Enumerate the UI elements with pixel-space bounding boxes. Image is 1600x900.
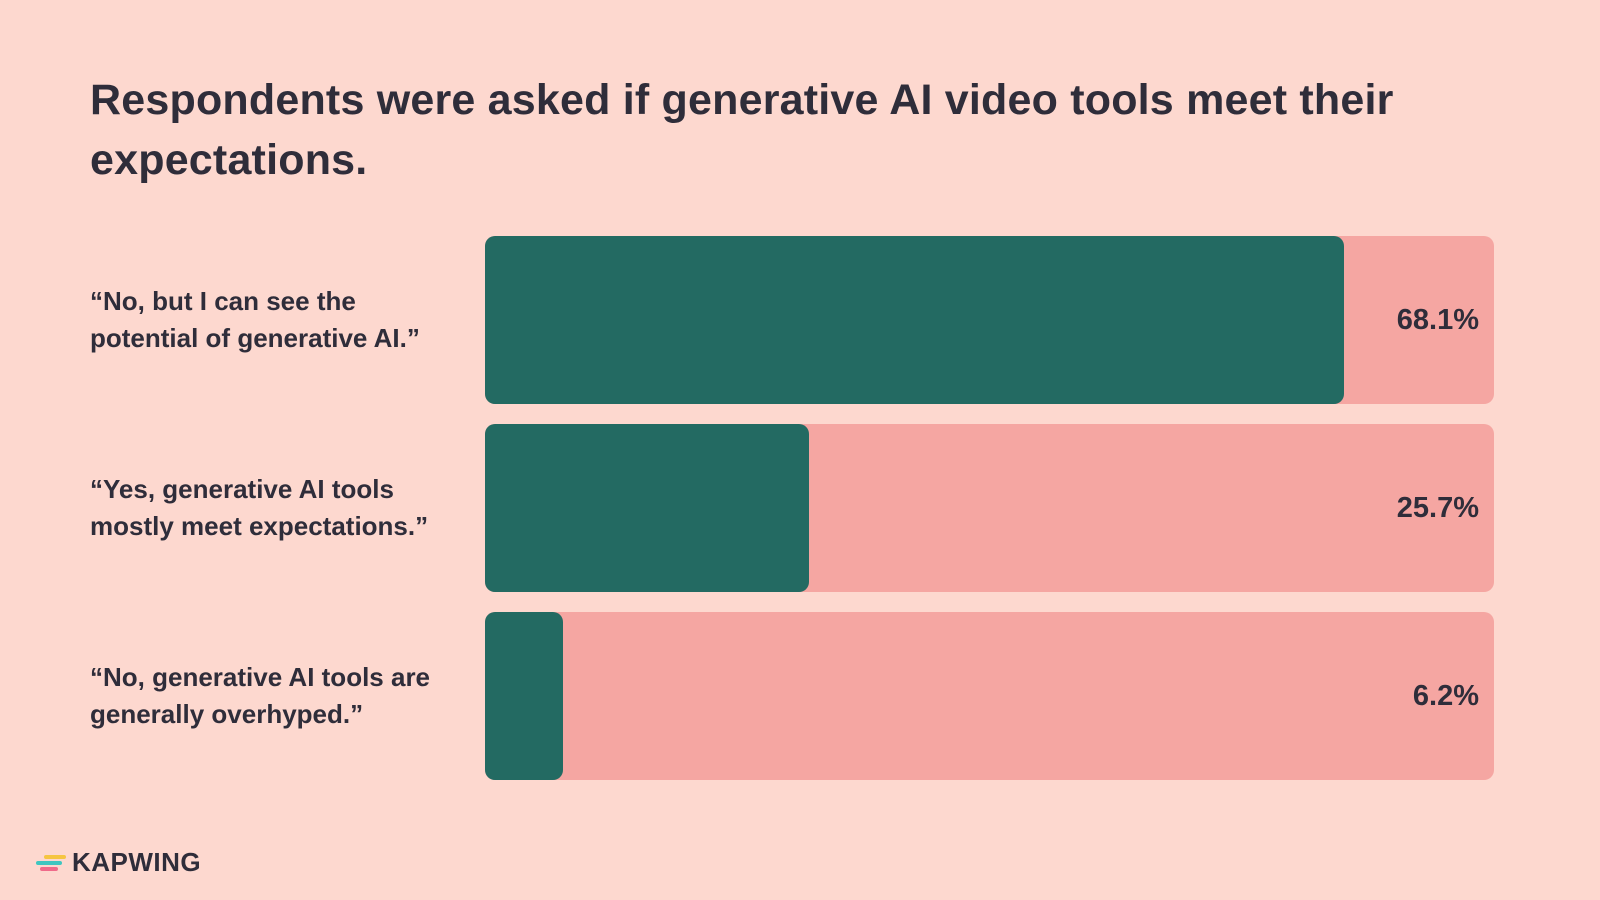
value-label: 6.2% <box>1412 679 1479 712</box>
category-label: “No, generative AI tools are generally o… <box>90 662 431 729</box>
bar-track: 6.2% <box>485 612 1494 780</box>
category-label: “No, but I can see the potential of gene… <box>90 286 420 353</box>
logo-text: KAPWING <box>72 846 202 877</box>
kapwing-logo: KAPWING <box>36 846 202 877</box>
bar-track: 68.1% <box>485 236 1494 404</box>
bar <box>485 236 1344 404</box>
chart-title: Respondents were asked if generative AI … <box>90 76 1394 184</box>
bar <box>485 424 809 592</box>
kapwing-stripes-icon <box>36 853 66 871</box>
bar <box>485 612 563 780</box>
bar-track: 25.7% <box>485 424 1494 592</box>
category-label: “Yes, generative AI tools mostly meet ex… <box>90 474 429 541</box>
value-label: 68.1% <box>1396 303 1479 336</box>
value-label: 25.7% <box>1396 491 1479 524</box>
